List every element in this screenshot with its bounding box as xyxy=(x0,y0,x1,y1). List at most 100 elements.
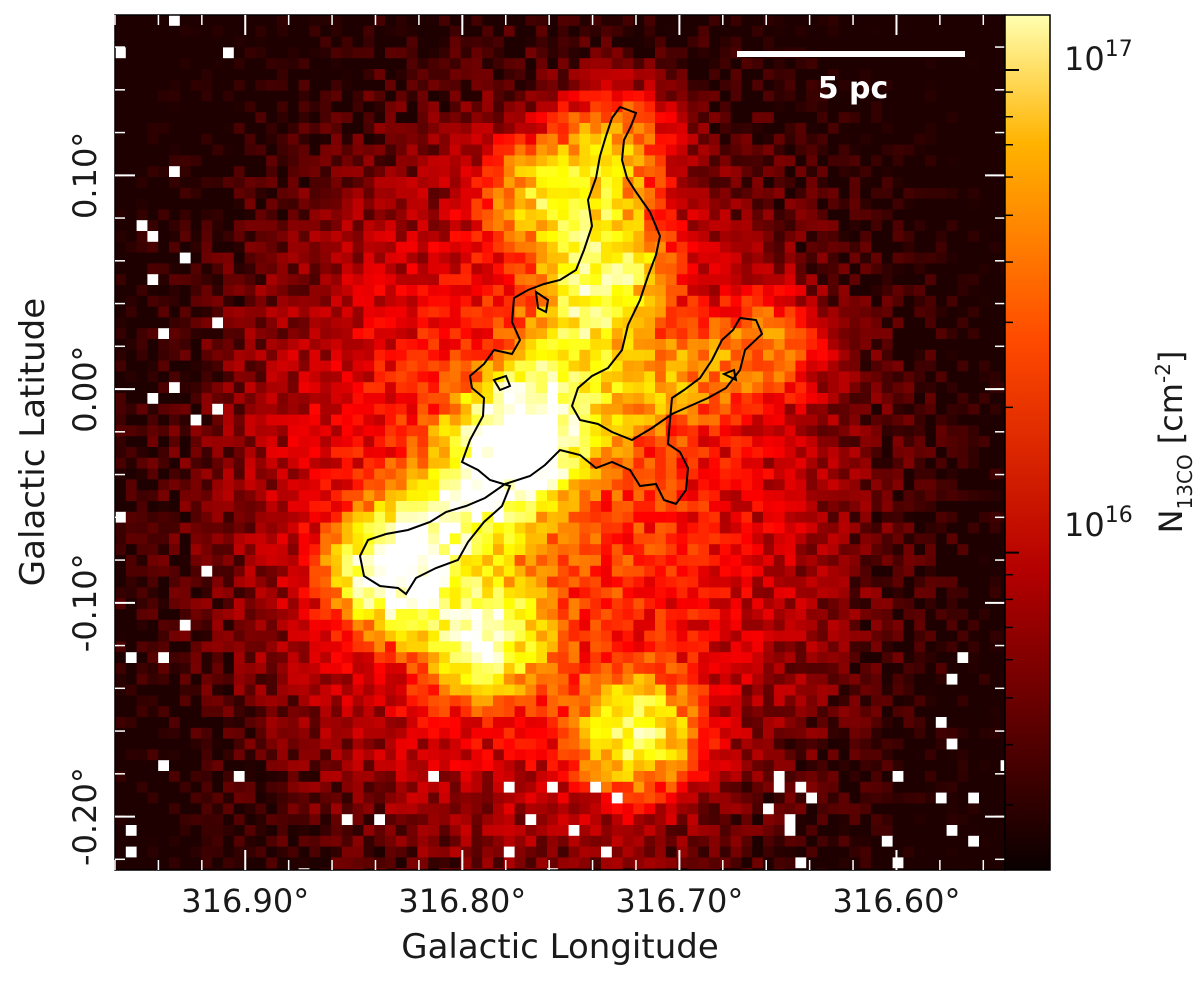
heatmap-cell xyxy=(179,133,192,146)
heatmap-cell xyxy=(190,641,202,653)
heatmap-cell xyxy=(590,393,602,405)
heatmap-cell xyxy=(341,630,354,642)
heatmap-cell xyxy=(547,295,559,308)
heatmap-cell xyxy=(395,285,408,297)
heatmap-cell xyxy=(406,90,418,102)
heatmap-cell xyxy=(935,123,948,135)
heatmap-cell xyxy=(169,155,181,167)
heatmap-cell xyxy=(298,414,310,426)
heatmap-cell xyxy=(244,177,256,189)
heatmap-cell xyxy=(665,155,678,167)
heatmap-cell xyxy=(730,511,742,524)
heatmap-cell xyxy=(968,468,980,480)
heatmap-cell xyxy=(525,360,537,372)
heatmap-cell xyxy=(363,447,375,459)
heatmap-cell xyxy=(428,447,440,459)
heatmap-cell xyxy=(190,36,202,48)
heatmap-cell xyxy=(449,479,462,491)
heatmap-cell xyxy=(719,522,732,534)
heatmap-cell xyxy=(341,123,354,135)
heatmap-cell xyxy=(763,436,775,448)
heatmap-cell xyxy=(115,144,127,156)
heatmap-cell xyxy=(730,339,742,351)
heatmap-cell xyxy=(385,447,397,459)
heatmap-cell xyxy=(536,339,548,351)
heatmap-cell xyxy=(460,144,472,156)
heatmap-cell xyxy=(136,198,148,210)
heatmap-cell xyxy=(341,274,354,286)
heatmap-cell xyxy=(190,544,202,556)
heatmap-cell xyxy=(417,371,429,383)
heatmap-cell xyxy=(784,79,796,92)
heatmap-cell xyxy=(741,598,753,610)
heatmap-cell xyxy=(331,123,343,135)
heatmap-cell xyxy=(320,36,332,48)
heatmap-cell xyxy=(309,619,321,632)
heatmap-cell xyxy=(406,15,418,27)
heatmap-cell xyxy=(223,619,235,632)
heatmap-cell xyxy=(223,112,235,124)
heatmap-cell xyxy=(871,511,883,524)
heatmap-cell xyxy=(989,187,1002,200)
heatmap-cell xyxy=(601,652,613,664)
heatmap-cell xyxy=(320,155,332,167)
heatmap-cell xyxy=(341,511,354,524)
heatmap-cell xyxy=(568,360,580,372)
heatmap-cell xyxy=(773,555,786,567)
heatmap-cell xyxy=(255,25,267,38)
heatmap-cell xyxy=(935,371,948,383)
heatmap-cell xyxy=(503,177,516,189)
heatmap-cell xyxy=(395,317,408,329)
heatmap-cell xyxy=(773,403,786,416)
heatmap-cell xyxy=(838,609,850,621)
heatmap-cell xyxy=(795,447,807,459)
heatmap-cell xyxy=(730,328,742,340)
heatmap-cell xyxy=(493,198,505,210)
heatmap-cell xyxy=(892,306,904,318)
heatmap-cell xyxy=(773,155,786,167)
heatmap-cell xyxy=(557,533,570,545)
heatmap-cell xyxy=(784,522,796,534)
heatmap-cell xyxy=(233,90,246,102)
heatmap-cell xyxy=(406,69,418,81)
heatmap-cell xyxy=(255,47,267,59)
heatmap-cell xyxy=(903,641,915,653)
heatmap-cell xyxy=(655,652,667,664)
heatmap-cell xyxy=(590,565,602,578)
heatmap-cell xyxy=(709,576,721,588)
heatmap-cell xyxy=(136,339,148,351)
heatmap-cell xyxy=(892,133,904,146)
heatmap-cell xyxy=(385,436,397,448)
heatmap-cell xyxy=(730,501,742,513)
heatmap-cell xyxy=(374,641,386,653)
heatmap-cell xyxy=(352,285,364,297)
heatmap-cell xyxy=(277,630,289,642)
heatmap-cell xyxy=(935,58,948,70)
heatmap-cell xyxy=(557,285,570,297)
heatmap-cell xyxy=(385,112,397,124)
heatmap-cell xyxy=(903,263,915,275)
heatmap-cell xyxy=(298,36,310,48)
heatmap-cell xyxy=(557,133,570,146)
heatmap-cell xyxy=(773,339,786,351)
heatmap-cell xyxy=(795,285,807,297)
heatmap-cell xyxy=(352,652,364,664)
heatmap-cell xyxy=(946,490,958,502)
heatmap-cell xyxy=(989,522,1002,534)
heatmap-cell xyxy=(514,36,526,48)
heatmap-cell xyxy=(763,187,775,200)
heatmap-cell xyxy=(449,501,462,513)
heatmap-cell xyxy=(471,112,483,124)
heatmap-cell xyxy=(709,522,721,534)
heatmap-cell xyxy=(903,328,915,340)
heatmap-cell xyxy=(957,339,969,351)
heatmap-cell xyxy=(752,209,764,221)
heatmap-cell xyxy=(298,317,310,329)
heatmap-cell xyxy=(633,598,645,610)
heatmap-cell xyxy=(179,317,192,329)
heatmap-cell xyxy=(838,306,850,318)
heatmap-cell xyxy=(331,630,343,642)
heatmap-cell xyxy=(363,209,375,221)
heatmap-cell xyxy=(633,263,645,275)
heatmap-cell xyxy=(471,436,483,448)
